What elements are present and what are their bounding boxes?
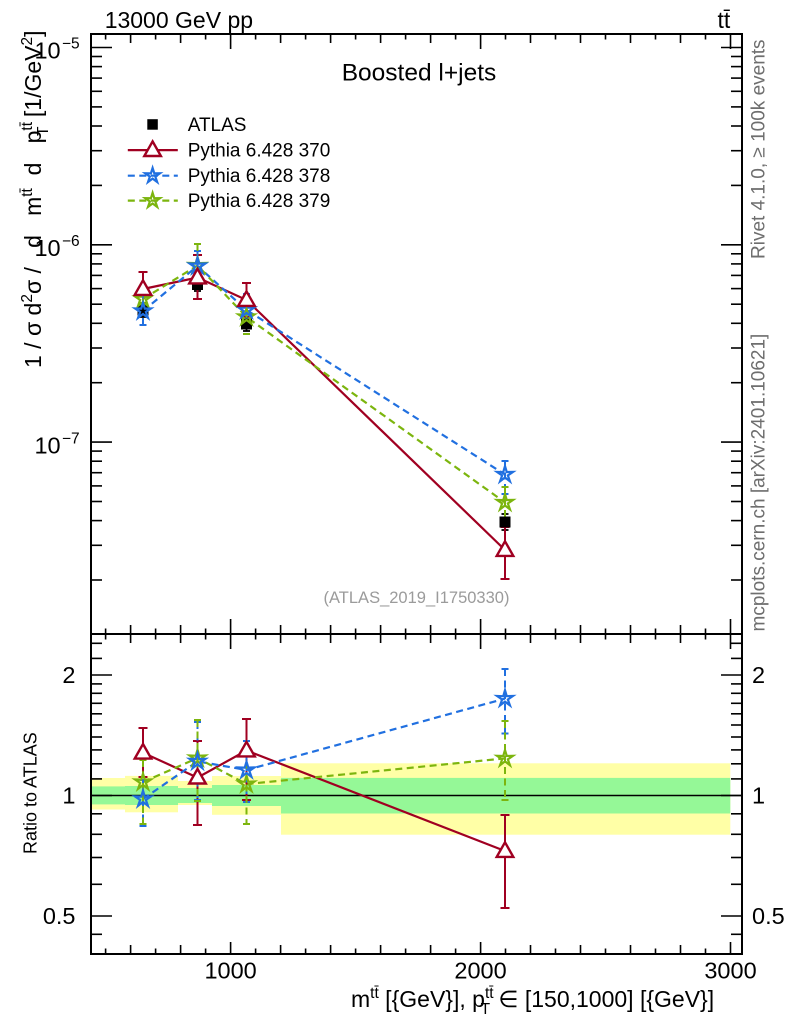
svg-text:Boosted l+jets: Boosted l+jets xyxy=(342,60,497,87)
svg-text:2000: 2000 xyxy=(454,958,506,984)
svg-text:10: 10 xyxy=(34,38,60,64)
svg-text:1: 1 xyxy=(752,783,765,809)
svg-text:−7: −7 xyxy=(62,431,80,448)
svg-text:−5: −5 xyxy=(62,36,80,53)
svg-text:−6: −6 xyxy=(62,233,80,250)
svg-text:Rivet 4.1.0, ≥ 100k events: Rivet 4.1.0, ≥ 100k events xyxy=(749,39,770,259)
svg-text:2: 2 xyxy=(752,662,765,688)
svg-text:0.5: 0.5 xyxy=(43,903,76,929)
svg-text:1000: 1000 xyxy=(204,958,256,984)
svg-text:Ratio to ATLAS: Ratio to ATLAS xyxy=(21,732,41,854)
svg-text:Pythia 6.428 370: Pythia 6.428 370 xyxy=(188,141,331,162)
svg-text:2: 2 xyxy=(62,662,75,688)
svg-text:3000: 3000 xyxy=(704,958,756,984)
svg-text:1: 1 xyxy=(62,783,75,809)
svg-text:tt̄: tt̄ xyxy=(718,7,731,33)
svg-text:ATLAS: ATLAS xyxy=(188,115,247,136)
svg-text:10: 10 xyxy=(34,433,60,459)
svg-text:10: 10 xyxy=(34,235,60,261)
svg-text:Pythia 6.428 379: Pythia 6.428 379 xyxy=(188,191,331,212)
svg-text:0.5: 0.5 xyxy=(752,903,785,929)
svg-text:13000 GeV pp: 13000 GeV pp xyxy=(105,7,253,33)
svg-text:mcplots.cern.ch [arXiv:2401.10: mcplots.cern.ch [arXiv:2401.10621] xyxy=(749,334,770,632)
svg-text:Pythia 6.428 378: Pythia 6.428 378 xyxy=(188,166,331,187)
svg-text:(ATLAS_2019_I1750330): (ATLAS_2019_I1750330) xyxy=(324,589,510,607)
